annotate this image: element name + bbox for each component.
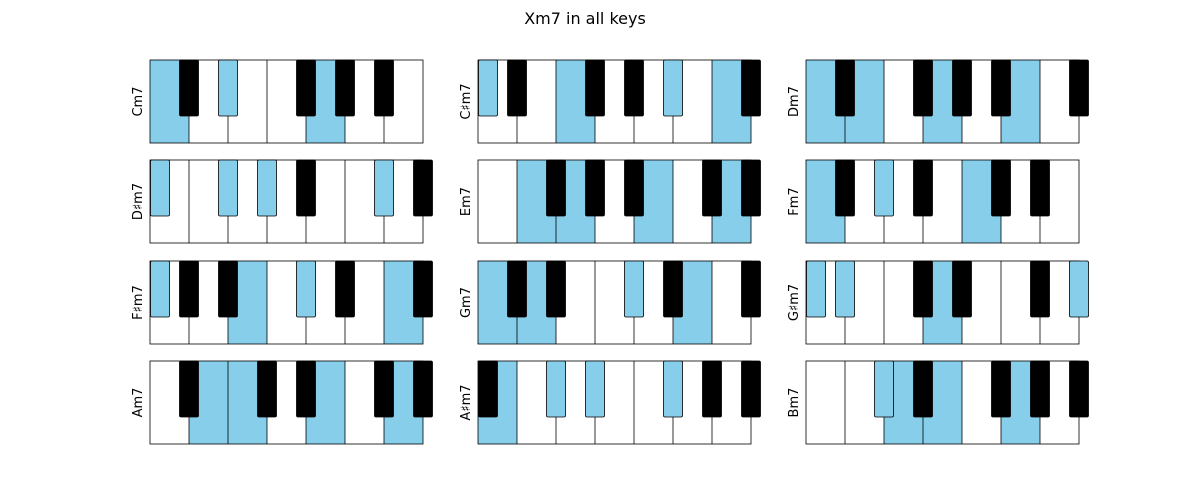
black-key: [1030, 360, 1050, 418]
black-key: [741, 159, 761, 217]
panel-label: Cm7: [131, 86, 146, 116]
black-key-highlighted: [663, 360, 683, 418]
keyboard-panel: G♯m7: [787, 260, 1089, 345]
keyboard-panel: Bm7: [787, 360, 1089, 445]
black-key: [702, 159, 722, 217]
black-key-highlighted: [546, 360, 566, 418]
black-key: [374, 59, 394, 117]
black-key-highlighted: [624, 260, 644, 318]
black-key: [991, 360, 1011, 418]
black-key-highlighted: [1069, 260, 1089, 318]
keyboard-panel: Fm7: [787, 159, 1080, 244]
black-key-highlighted: [150, 260, 170, 318]
black-key: [1030, 260, 1050, 318]
black-key: [413, 260, 433, 318]
black-key: [913, 159, 933, 217]
keyboard-panel: Gm7: [459, 260, 761, 345]
panel-label: Dm7: [787, 86, 802, 117]
keyboard-panel: Em7: [459, 159, 761, 244]
black-key: [374, 360, 394, 418]
black-key: [296, 59, 316, 117]
black-key-highlighted: [218, 59, 238, 117]
panel-label: Fm7: [787, 187, 802, 215]
black-key: [741, 59, 761, 117]
panel-label: F♯m7: [131, 285, 146, 320]
black-key-highlighted: [806, 260, 826, 318]
keyboard-panel: D♯m7: [131, 159, 433, 244]
black-key: [663, 260, 683, 318]
panel-label: Bm7: [787, 388, 802, 418]
black-key-highlighted: [835, 260, 855, 318]
black-key: [179, 360, 199, 418]
black-key: [413, 360, 433, 418]
black-key: [507, 59, 527, 117]
black-key: [624, 59, 644, 117]
black-key: [1069, 59, 1089, 117]
black-key: [624, 159, 644, 217]
black-key: [179, 59, 199, 117]
black-key: [702, 360, 722, 418]
panel-label: Am7: [131, 388, 146, 418]
white-key: [478, 160, 517, 243]
black-key: [413, 159, 433, 217]
black-key: [546, 159, 566, 217]
panel-label: G♯m7: [787, 284, 802, 321]
black-key-highlighted: [874, 159, 894, 217]
black-key-highlighted: [257, 159, 277, 217]
panel-label: Gm7: [459, 287, 474, 318]
black-key: [335, 260, 355, 318]
black-key: [478, 360, 498, 418]
black-key: [296, 360, 316, 418]
panel-label: Em7: [459, 187, 474, 216]
black-key-highlighted: [478, 59, 498, 117]
black-key: [991, 59, 1011, 117]
black-key: [835, 59, 855, 117]
black-key-highlighted: [874, 360, 894, 418]
black-key-highlighted: [296, 260, 316, 318]
black-key: [585, 59, 605, 117]
black-key: [257, 360, 277, 418]
black-key-highlighted: [150, 159, 170, 217]
keyboard-panel: F♯m7: [131, 260, 433, 345]
black-key: [952, 260, 972, 318]
black-key: [218, 260, 238, 318]
black-key: [1069, 360, 1089, 418]
black-key-highlighted: [374, 159, 394, 217]
panel-frame: [149, 59, 424, 144]
black-key: [296, 159, 316, 217]
black-key: [991, 159, 1011, 217]
panel-frame: [805, 159, 1080, 244]
keyboard-panel: Cm7: [131, 59, 424, 144]
white-key: [806, 361, 845, 444]
black-key: [913, 59, 933, 117]
black-key-highlighted: [663, 59, 683, 117]
black-key: [335, 59, 355, 117]
keyboard-panel: Am7: [131, 360, 433, 445]
black-key: [507, 260, 527, 318]
black-key: [741, 360, 761, 418]
keyboard-panel: C♯m7: [459, 59, 761, 144]
panel-label: C♯m7: [459, 83, 474, 119]
figure-title: Xm7 in all keys: [524, 9, 646, 28]
black-key: [546, 260, 566, 318]
black-key: [913, 360, 933, 418]
keyboard-panels: Cm7 C♯m7 Dm7 D♯m7 Em7 Fm7 F♯m7 Gm7 G♯m7 Am7 A♯m7 Bm…: [131, 59, 1089, 445]
black-key: [835, 159, 855, 217]
keyboard-panel: Dm7: [787, 59, 1089, 144]
black-key-highlighted: [218, 159, 238, 217]
keyboard-panel: A♯m7: [459, 360, 761, 445]
panel-label: A♯m7: [459, 384, 474, 420]
black-key: [952, 59, 972, 117]
panel-label: D♯m7: [131, 183, 146, 220]
black-key: [585, 159, 605, 217]
black-key: [913, 260, 933, 318]
black-key: [1030, 159, 1050, 217]
black-key-highlighted: [585, 360, 605, 418]
black-key: [741, 260, 761, 318]
black-key: [179, 260, 199, 318]
